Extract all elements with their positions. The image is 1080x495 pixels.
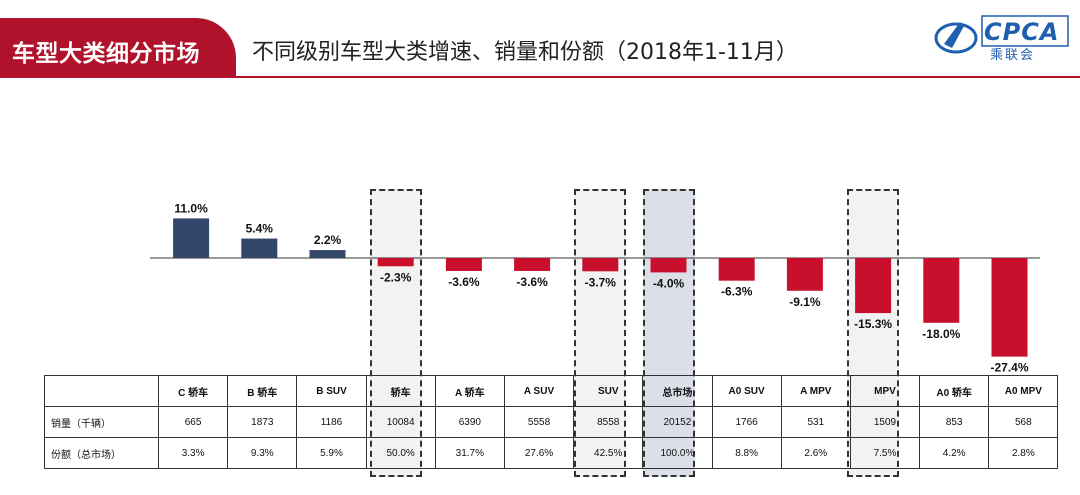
bar xyxy=(582,258,619,272)
category-header-cell: A0 SUV xyxy=(711,375,782,407)
row-label-cell: 份额（总市场） xyxy=(44,437,159,469)
data-label: 2.2% xyxy=(314,233,342,247)
data-label: -15.3% xyxy=(854,317,892,331)
table-cell: 20152 xyxy=(642,406,713,438)
table-cell: 100.0% xyxy=(642,437,713,469)
table-cell: 568 xyxy=(988,406,1059,438)
bar xyxy=(991,258,1028,357)
bar xyxy=(173,218,210,258)
bar xyxy=(241,238,278,258)
category-header-cell: MPV xyxy=(849,375,921,407)
data-label: -27.4% xyxy=(990,361,1028,375)
logo-subtext: 乘联会 xyxy=(990,48,1036,63)
table-cell: 8.8% xyxy=(711,437,782,469)
category-header-cell: 轿车 xyxy=(365,375,436,407)
bar xyxy=(514,258,551,271)
category-header-cell: SUV xyxy=(573,375,644,407)
data-label: -3.6% xyxy=(448,275,480,289)
category-header-cell: 总市场 xyxy=(642,375,713,407)
table-cell: 5558 xyxy=(503,406,575,438)
table-cell: 2.8% xyxy=(988,437,1059,469)
data-label: -4.0% xyxy=(653,276,685,290)
data-table: C 轿车 B 轿车 B SUV 轿车 A 轿车 A SUV SUV 总市场 A0 SUV A MP… xyxy=(44,375,1059,469)
category-header-cell: C 轿车 xyxy=(157,375,229,407)
page-title: 不同级别车型大类增速、销量和份额（2018年1-11月） xyxy=(252,40,798,65)
section-tag-label: 车型大类细分市场 xyxy=(12,41,200,67)
table-cell: 4.2% xyxy=(919,437,990,469)
table-cell: 50.0% xyxy=(365,437,436,469)
bar xyxy=(855,258,892,314)
bar xyxy=(923,258,960,323)
bar xyxy=(718,258,755,281)
bar xyxy=(445,258,482,271)
logo-text: CPCA xyxy=(984,18,1060,46)
table-cell: 2.6% xyxy=(780,437,851,469)
header: 车型大类细分市场 不同级别车型大类增速、销量和份额（2018年1-11月） CP… xyxy=(0,0,1080,92)
bar xyxy=(786,258,823,291)
cpca-logo-icon xyxy=(934,15,1069,54)
row-label-cell: 销量（千辆） xyxy=(44,406,159,438)
section-tag xyxy=(0,18,236,78)
table-corner-cell xyxy=(44,375,159,407)
bar xyxy=(650,258,687,273)
table-cell: 7.5% xyxy=(849,437,921,469)
table-cell: 1873 xyxy=(227,406,298,438)
table-cell: 10084 xyxy=(365,406,436,438)
category-header-cell: B 轿车 xyxy=(227,375,298,407)
table-cell: 27.6% xyxy=(503,437,575,469)
bar xyxy=(309,250,346,258)
data-label: -3.7% xyxy=(585,275,617,289)
data-label: 11.0% xyxy=(174,201,208,215)
table-row: 销量（千辆） 665 1873 1186 10084 6390 5558 8558 20152 1… xyxy=(44,406,1059,438)
category-header-cell: A0 轿车 xyxy=(919,375,990,407)
table-cell: 3.3% xyxy=(157,437,229,469)
table-cell: 1766 xyxy=(711,406,782,438)
table-cell: 1186 xyxy=(296,406,367,438)
category-header-cell: A 轿车 xyxy=(434,375,505,407)
category-header-cell: A MPV xyxy=(780,375,851,407)
data-label: -6.3% xyxy=(721,285,753,299)
data-label: -9.1% xyxy=(789,295,821,309)
data-label: -3.6% xyxy=(516,275,548,289)
table-cell: 8558 xyxy=(573,406,644,438)
data-label: -18.0% xyxy=(922,327,960,341)
table-cell: 42.5% xyxy=(573,437,644,469)
data-label: 5.4% xyxy=(246,222,274,236)
table-cell: 6390 xyxy=(434,406,505,438)
table-cell: 1509 xyxy=(849,406,921,438)
data-label: -2.3% xyxy=(380,270,412,284)
bar xyxy=(377,258,414,267)
table-cell: 853 xyxy=(919,406,990,438)
category-header-cell: A0 MPV xyxy=(988,375,1059,407)
sales-share-table: C 轿车 B 轿车 B SUV 轿车 A 轿车 A SUV SUV 总市场 A0 SUV A MP… xyxy=(44,375,1059,469)
category-header-cell: A SUV xyxy=(503,375,575,407)
header-rule xyxy=(236,76,1080,78)
table-row: 份额（总市场） 3.3% 9.3% 5.9% 50.0% 31.7% 27.6% 42.5% 1… xyxy=(44,437,1059,469)
table-cell: 31.7% xyxy=(434,437,505,469)
table-cell: 665 xyxy=(157,406,229,438)
table-cell: 9.3% xyxy=(227,437,298,469)
table-cell: 5.9% xyxy=(296,437,367,469)
table-cell: 531 xyxy=(780,406,851,438)
table-header-row: C 轿车 B 轿车 B SUV 轿车 A 轿车 A SUV SUV 总市场 A0 SUV A MP… xyxy=(44,375,1059,407)
category-header-cell: B SUV xyxy=(296,375,367,407)
